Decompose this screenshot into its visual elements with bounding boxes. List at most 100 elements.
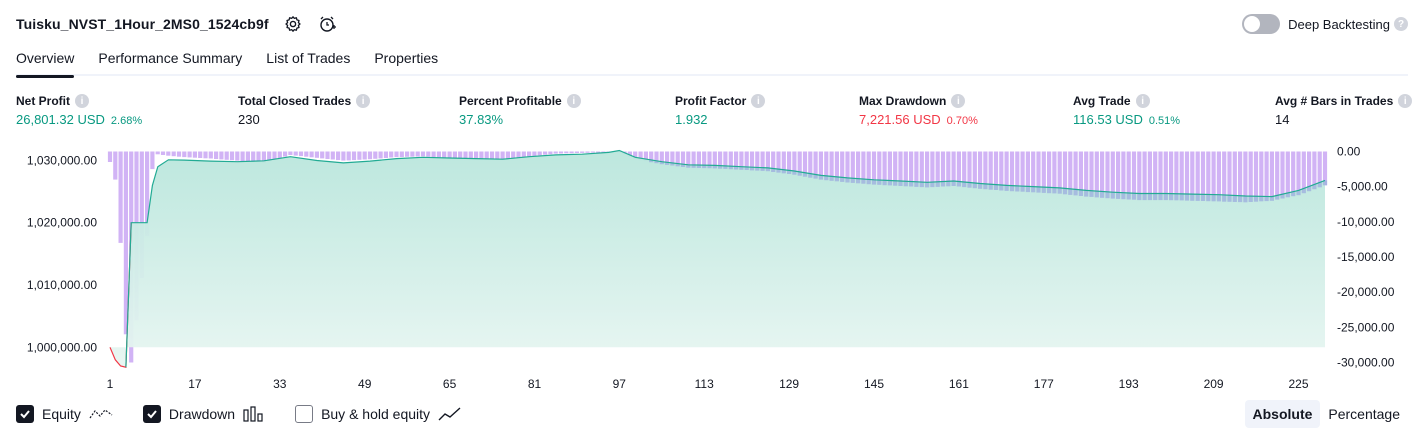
drawdown-bar-overlay (654, 160, 659, 164)
left-axis-tick-label: 1,000,000.00 (27, 340, 97, 354)
drawdown-bar-overlay (1142, 193, 1147, 201)
drawdown-bar (1206, 151, 1211, 202)
equity-drawdown-chart[interactable]: 1,030,000.00 1,020,000.00 1,010,000.00 1,00… (0, 140, 1424, 400)
drawdown-bar (829, 151, 834, 181)
drawdown-bar (314, 151, 319, 158)
deep-backtesting-toggle[interactable] (1242, 14, 1281, 34)
drawdown-bar-overlay (787, 170, 792, 174)
metric-label: Total Closed Trades (238, 94, 352, 108)
tab-performance-summary[interactable]: Performance Summary (98, 50, 243, 66)
metric-percent: 0.51% (1148, 115, 1181, 127)
drawdown-bar-overlay (962, 182, 967, 188)
drawdown-bar (882, 151, 887, 186)
drawdown-bar (1312, 151, 1317, 190)
drawdown-bar-overlay (903, 181, 908, 187)
scale-mode-switch: Absolute Percentage (1244, 400, 1409, 428)
left-axis-tick-label: 1,030,000.00 (27, 154, 97, 168)
drawdown-bar (150, 151, 155, 170)
help-icon[interactable]: ? (1394, 17, 1408, 31)
drawdown-bar (866, 151, 871, 185)
drawdown-bar (1291, 151, 1296, 197)
info-icon[interactable]: i (751, 94, 766, 108)
drawdown-bar (1227, 151, 1232, 202)
drawdown-bar (1190, 151, 1195, 201)
info-icon[interactable]: i (1398, 94, 1413, 108)
drawdown-bar (304, 151, 309, 157)
info-icon[interactable]: i (1135, 94, 1150, 108)
drawdown-bar (1047, 151, 1052, 194)
legend-equity[interactable]: Equity (16, 405, 113, 423)
info-icon[interactable]: i (356, 94, 371, 108)
header: Tuisku_NVST_1Hour_2MS0_1524cb9f (16, 12, 337, 36)
drawdown-bar (978, 151, 983, 189)
x-axis-tick-label: 193 (1119, 377, 1139, 391)
x-axis-tick-label: 161 (949, 377, 969, 391)
drawdown-bar (208, 151, 213, 159)
drawdown-bar-overlay (755, 167, 760, 171)
x-axis-tick-label: 145 (864, 377, 884, 391)
drawdown-bar-overlay (1322, 180, 1328, 186)
drawdown-bar-overlay (665, 162, 670, 165)
drawdown-bar (1084, 151, 1089, 197)
drawdown-bar (580, 151, 585, 153)
drawdown-bar-overlay (898, 181, 903, 186)
drawdown-bar (1301, 151, 1306, 194)
drawdown-bar-overlay (781, 169, 786, 174)
drawdown-bar (272, 151, 277, 160)
drawdown-bar-overlay (1169, 193, 1174, 201)
drawdown-bar (633, 151, 638, 160)
drawdown-bar (601, 151, 606, 153)
drawdown-bar-overlay (1174, 193, 1179, 201)
drawdown-bar-overlay (1094, 191, 1099, 198)
drawdown-bar (1307, 151, 1312, 192)
drawdown-bar (1280, 151, 1285, 199)
drawdown-bar (171, 151, 176, 157)
info-icon[interactable]: i (566, 94, 581, 108)
drawdown-bar (702, 151, 707, 169)
tab-properties[interactable]: Properties (374, 50, 439, 66)
drawdown-bar (1078, 151, 1083, 196)
absolute-button[interactable]: Absolute (1244, 400, 1321, 428)
drawdown-bar (543, 151, 548, 155)
drawdown-bar-overlay (1041, 187, 1046, 193)
drawdown-bar-overlay (797, 171, 802, 176)
legend-drawdown[interactable]: Drawdown (142, 405, 265, 423)
drawdown-bar (739, 151, 744, 170)
equity-checkbox[interactable] (16, 405, 34, 423)
drawdown-bar-overlay (1200, 194, 1206, 201)
drawdown-bar (909, 151, 914, 187)
drawdown-bar-overlay (760, 167, 765, 171)
info-icon[interactable]: i (951, 94, 966, 108)
buy-hold-checkbox[interactable] (295, 405, 314, 423)
drawdown-bar (277, 151, 282, 159)
drawdown-bar-overlay (1238, 195, 1243, 203)
drawdown-bar (1232, 151, 1237, 202)
drawdown-bar (1285, 151, 1290, 198)
drawdown-bar-overlay (1317, 182, 1322, 188)
drawdown-bar (574, 151, 579, 153)
deep-backtesting-label: Deep Backtesting (1288, 16, 1390, 32)
drawdown-bar (553, 151, 558, 154)
tab-list-of-trades[interactable]: List of Trades (266, 50, 351, 66)
settings-icon[interactable] (283, 14, 303, 34)
drawdown-bar (203, 151, 208, 159)
drawdown-bar (479, 151, 484, 159)
drawdown-bar-overlay (1105, 191, 1110, 199)
tab-overview[interactable]: Overview (16, 46, 75, 78)
drawdown-bar (983, 151, 988, 190)
drawdown-bar (420, 151, 426, 157)
legend-buy-hold[interactable]: Buy & hold equity (295, 405, 462, 423)
drawdown-bar-overlay (1253, 196, 1259, 202)
percentage-button[interactable]: Percentage (1328, 406, 1400, 422)
drawdown-bar (224, 151, 229, 160)
add-alert-icon[interactable] (317, 14, 337, 34)
drawdown-bar (744, 151, 749, 171)
drawdown-bar (999, 151, 1004, 191)
metric-value: 7,221.56 USD (859, 112, 941, 127)
drawdown-bar-overlay (877, 180, 882, 185)
info-icon[interactable]: i (75, 94, 89, 108)
drawdown-bar (1216, 151, 1221, 202)
drawdown-checkbox[interactable] (142, 405, 161, 423)
drawdown-bar (176, 151, 182, 157)
drawdown-bar (405, 151, 410, 157)
